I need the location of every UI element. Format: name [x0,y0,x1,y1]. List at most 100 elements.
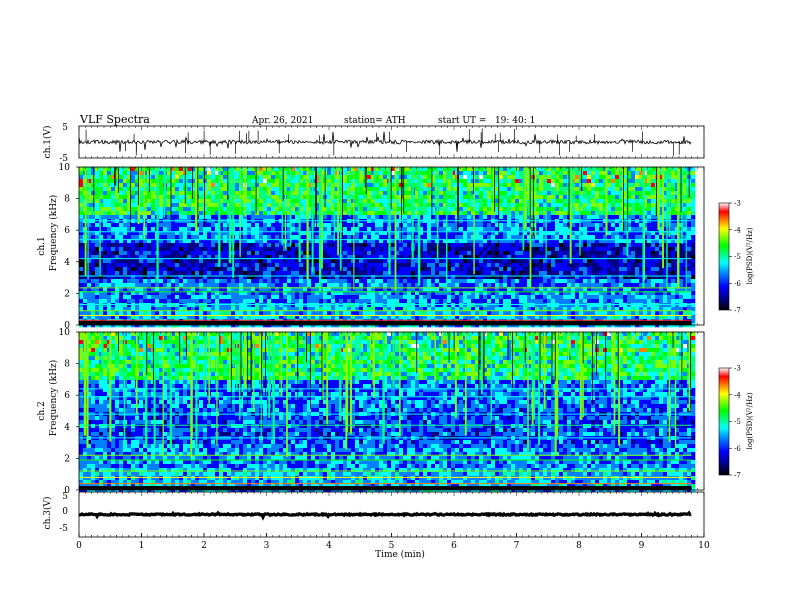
spectro-cell [455,271,460,276]
spectro-cell [307,271,312,276]
spectro-cell [439,199,444,204]
spectro-cell [531,271,536,276]
spectro-cell [259,207,264,212]
spectro-cell [267,279,272,284]
spectro-cell [607,271,612,276]
spectro-cell [95,275,100,280]
spectro-cell [551,243,556,248]
spectro-cell [343,171,348,176]
spectro-cell [179,267,184,272]
spectro-cell [527,263,532,268]
spectro-cell [599,267,604,272]
spectro-cell [667,275,672,280]
spectro-cell [599,171,604,176]
spectro-cell [607,263,612,268]
spectro-cell [503,171,508,176]
spectro-cell [559,279,564,284]
spectro-cell [611,227,616,232]
spectro-cell [679,259,684,264]
spectro-cell [603,223,608,228]
spectro-cell [95,167,100,172]
spectro-cell [303,263,308,268]
spectro-cell [407,179,412,184]
spectro-cell [295,207,300,212]
spectro-cell [123,183,128,188]
spectro-cell [467,251,472,256]
spectro-cell [395,287,400,292]
spectro-cell [119,287,124,292]
spectro-cell [291,291,296,296]
spectro-cell [471,183,476,188]
spectro-cell [663,199,668,204]
spectro-cell [87,231,92,236]
spectro-cell [415,175,420,180]
spectro-cell [579,195,584,200]
spectro-cell [535,223,540,228]
spectro-cell [447,183,452,188]
spectro-cell [111,259,116,264]
spectro-cell [431,291,436,296]
spectro-cell [135,279,140,284]
spectro-cell [651,263,656,268]
spectro-cell [127,207,132,212]
spectro-cell [667,243,672,248]
spectro-cell [671,199,676,204]
spectro-cell [423,267,428,272]
spectro-cell [459,179,464,184]
spectro-cell [151,199,156,204]
spectro-cell [503,235,508,240]
spectro-cell [647,207,652,212]
spectro-cell [135,207,140,212]
spectro-cell [375,211,380,216]
spectro-cell [507,207,512,212]
spectro-cell [691,259,696,264]
spectro-cell [215,283,220,288]
spectro-cell [131,291,136,296]
spectro-cell [623,263,628,268]
spectro-cell [251,211,256,216]
spectro-cell [499,235,504,240]
spectro-cell [99,279,104,284]
spectro-cell [299,283,304,288]
spectro-cell [103,223,108,228]
spectro-cell [451,239,456,244]
spectro-cell [359,275,364,280]
spectro-cell [267,235,272,240]
spectro-cell [195,291,200,296]
spectro-cell [391,215,396,220]
spectro-cell [423,243,428,248]
spectro-cell [623,223,628,228]
spectro-cell [403,203,408,208]
spectro-cell [595,191,600,196]
spectro-cell [279,191,284,196]
spectro-cell [195,283,200,288]
spectro-cell [307,255,312,260]
spectro-cell [355,283,360,288]
spectro-cell [267,291,272,296]
spectro-cell [247,211,252,216]
spectro-cell [551,203,556,208]
spectro-cell [499,279,504,284]
spectro-cell [467,239,472,244]
spectro-cell [555,279,560,284]
spectro-cell [551,271,556,276]
spectro-cell [555,287,560,292]
spectro-cell [239,259,244,264]
spectro-cell [611,231,616,236]
spectro-cell [651,239,656,244]
spectro-cell [519,191,524,196]
spectro-cell [487,191,492,196]
spectro-cell [303,239,308,244]
spectro-cell [375,283,380,288]
spectro-cell [407,211,412,216]
spectro-cell [159,275,164,280]
spectro-cell [471,283,476,288]
spectro-cell [467,207,472,212]
spectro-cell [267,243,272,248]
spectro-cell [635,231,640,236]
spectro-cell [359,267,364,272]
spectro-cell [271,239,276,244]
spectro-cell [691,195,696,200]
spectro-cell [79,227,84,232]
spectro-cell [647,247,652,252]
